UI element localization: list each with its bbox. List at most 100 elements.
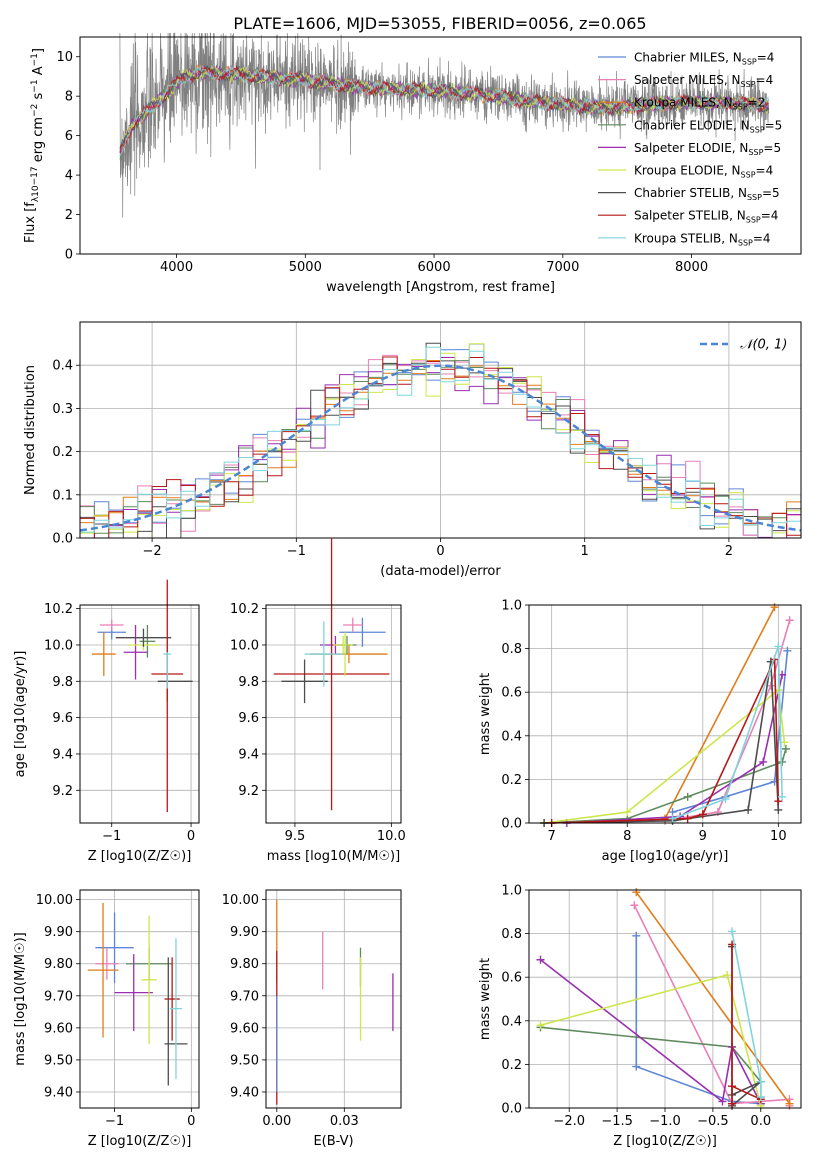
mass-weight-point bbox=[744, 805, 753, 814]
legend-label: Chabrier MILES, NSSP=4 bbox=[634, 51, 774, 67]
panel-spectrum: Chabrier MILES, NSSP=4 Salpeter MILES, NS… bbox=[23, 32, 802, 295]
y-tick-label: 4 bbox=[65, 169, 73, 184]
mass-weight-point bbox=[774, 805, 783, 814]
label-part: Z [log10(Z/Z☉)] bbox=[88, 849, 192, 864]
panel-mass-vs-Z: −1 0 9.40 9.50 9.60 9.70 9.80 9.90 10.00 Z [log10… bbox=[13, 889, 200, 1149]
y-tick-label: 1.0 bbox=[501, 599, 522, 614]
label-part: Z [log10(Z/Z☉)] bbox=[88, 1134, 192, 1149]
y-tick-label: 1.0 bbox=[501, 884, 522, 899]
x-tick-label: −1 bbox=[287, 544, 306, 559]
mass-weight-point bbox=[756, 1093, 765, 1102]
x-tick-label: 8 bbox=[623, 829, 631, 844]
grid bbox=[266, 890, 401, 1108]
y-tick-label: 9.60 bbox=[230, 1021, 259, 1036]
x-tick-label: −1.0 bbox=[649, 1114, 681, 1129]
y-tick-label: 0.8 bbox=[501, 642, 522, 657]
mass-weight-point bbox=[774, 797, 783, 806]
mass-weight-series-line bbox=[664, 606, 776, 819]
x-axis-label: Z [log10(Z/Z☉)] bbox=[613, 1134, 717, 1149]
panel-age-vs-Z: −1 0 9.2 9.4 9.6 9.8 10.0 10.2 Z [log10(Z/Z☉)] ag… bbox=[13, 579, 200, 864]
mass-weight-point bbox=[536, 1021, 545, 1030]
label-part: mass weight bbox=[478, 673, 493, 755]
x-tick-label: 4000 bbox=[160, 260, 193, 275]
y-tick-label: 0 bbox=[65, 248, 73, 263]
mass-weight-series-line bbox=[540, 974, 762, 1106]
y-tick-label: 10.00 bbox=[222, 893, 259, 908]
axes-frame bbox=[79, 604, 200, 824]
y-tick-label: 9.90 bbox=[44, 925, 73, 940]
mass-weight-point bbox=[728, 1099, 737, 1108]
y-tick-label: 0.6 bbox=[501, 971, 522, 986]
label-part: (data-model)/error bbox=[380, 564, 501, 579]
label-part: mass [log10(M/M☉)] bbox=[13, 932, 28, 1065]
mass-weight-point bbox=[728, 927, 737, 936]
y-tick-label: 9.2 bbox=[238, 784, 259, 799]
x-tick-label: −2.0 bbox=[553, 1114, 585, 1129]
label-part: wavelength [Angstrom, rest frame] bbox=[326, 280, 555, 295]
mass-weight-series-line bbox=[544, 661, 780, 824]
x-axis-label: E(B-V) bbox=[313, 1134, 353, 1149]
label-part: −1 bbox=[30, 79, 40, 92]
mass-weight-point bbox=[721, 795, 730, 804]
mass-weight-point bbox=[781, 744, 790, 753]
label-part: −1 bbox=[30, 53, 40, 66]
y-tick-label: 8 bbox=[65, 90, 73, 105]
marks bbox=[273, 537, 390, 811]
mass-weight-series-line bbox=[540, 959, 762, 1104]
x-tick-label: 0 bbox=[187, 1114, 195, 1129]
y-tick-label: 9.90 bbox=[230, 925, 259, 940]
x-axis-label: Z [log10(Z/Z☉)] bbox=[88, 849, 192, 864]
grid bbox=[266, 605, 401, 823]
y-tick-label: 10.2 bbox=[44, 602, 73, 617]
mass-weight-point bbox=[778, 792, 787, 801]
mass-weight-series-line bbox=[635, 935, 761, 1105]
mass-weight-series-line bbox=[731, 946, 762, 1107]
y-tick-label: 9.4 bbox=[52, 747, 73, 762]
label-part: age [log10(age/yr)] bbox=[602, 849, 729, 864]
legend-label: Kroupa ELODIE, NSSP=4 bbox=[634, 164, 773, 180]
y-tick-label: 9.4 bbox=[238, 747, 259, 762]
label-part: erg cm bbox=[31, 117, 46, 166]
gaussian-reference-line bbox=[79, 364, 802, 532]
y-tick-label: 9.6 bbox=[238, 711, 259, 726]
grid bbox=[80, 890, 199, 1108]
mass-weight-point bbox=[766, 681, 775, 690]
legend-label: 𝒩(0, 1) bbox=[740, 338, 787, 353]
mass-weight-point bbox=[683, 792, 692, 801]
mass-weight-series-line bbox=[664, 620, 791, 822]
panel-mass-vs-EBV: 0.00 0.03 9.40 9.50 9.60 9.70 9.80 9.90 10.00 E(B… bbox=[222, 889, 402, 1149]
mass-weight-series-line bbox=[544, 748, 787, 824]
x-tick-label: 5000 bbox=[289, 260, 322, 275]
y-axis-label: mass weight bbox=[478, 673, 493, 755]
label-part: A bbox=[31, 66, 46, 79]
y-tick-label: 10.0 bbox=[44, 638, 73, 653]
y-tick-label: 0.0 bbox=[501, 1102, 522, 1117]
mass-weight-point bbox=[780, 738, 789, 747]
x-tick-label: 7000 bbox=[546, 260, 579, 275]
mass-weight-series-line bbox=[540, 1026, 762, 1098]
x-tick-label: 0 bbox=[187, 829, 195, 844]
y-tick-label: 9.40 bbox=[44, 1085, 73, 1100]
y-tick-label: 0.0 bbox=[501, 817, 522, 832]
axes-frame bbox=[79, 321, 802, 539]
y-tick-label: 0.8 bbox=[501, 927, 522, 942]
x-tick-label: −1 bbox=[102, 829, 121, 844]
legend-label: Kroupa STELIB, NSSP=4 bbox=[634, 231, 771, 247]
mass-weight-point bbox=[785, 616, 794, 625]
x-tick-label: 2 bbox=[725, 544, 733, 559]
label-part: Flux [f bbox=[23, 202, 38, 243]
y-tick-label: 0.3 bbox=[52, 402, 73, 417]
y-tick-label: 10.2 bbox=[230, 602, 259, 617]
x-tick-label: −0.5 bbox=[697, 1114, 729, 1129]
mass-weight-point bbox=[774, 642, 783, 651]
mass-weight-series-line bbox=[551, 659, 780, 824]
label-part: s bbox=[31, 92, 46, 103]
panel-age-vs-mass: 9.5 10.0 9.2 9.4 9.6 9.8 10.0 10.2 mass [log10(M… bbox=[230, 537, 406, 864]
y-tick-label: 9.80 bbox=[230, 957, 259, 972]
marks bbox=[276, 899, 394, 1105]
y-tick-label: 9.50 bbox=[230, 1053, 259, 1068]
label-part: λ10 bbox=[31, 185, 41, 202]
mass-weight-point bbox=[718, 1097, 727, 1106]
marks bbox=[91, 579, 193, 813]
